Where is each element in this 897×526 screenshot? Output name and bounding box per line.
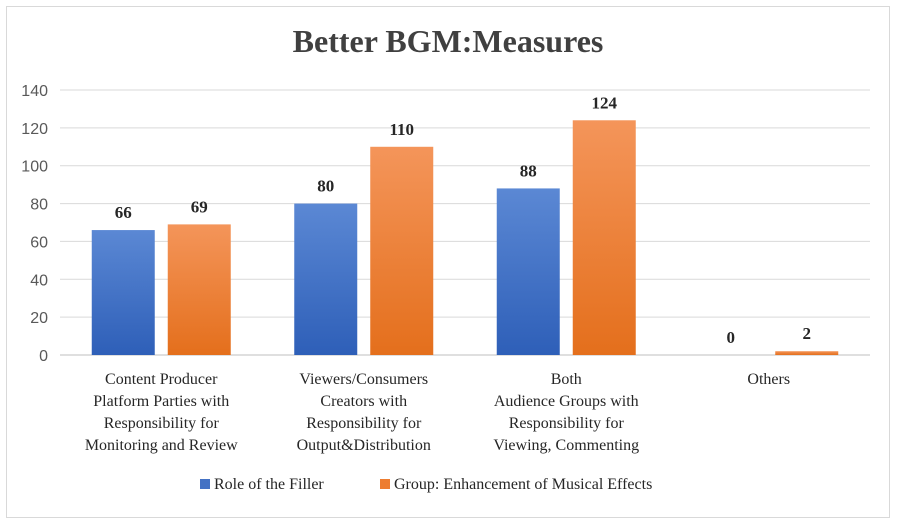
- legend-swatch: [200, 479, 210, 489]
- data-label: 2: [803, 324, 812, 343]
- category-label: Platform Parties with: [93, 393, 229, 410]
- category-label: Responsibility for: [104, 415, 220, 432]
- category-label: Viewers/Consumers: [299, 371, 428, 388]
- legend: Role of the Filler Group: Enhancement of …: [200, 476, 652, 493]
- y-tick-label: 20: [30, 310, 48, 327]
- data-labels: 66 69 80 110 88 124 0 2: [115, 93, 811, 347]
- category-label: Responsibility for: [306, 415, 422, 432]
- data-label: 88: [520, 161, 537, 180]
- data-label: 124: [592, 93, 618, 112]
- category-label: Audience Groups with: [494, 393, 639, 410]
- y-tick-label: 140: [21, 83, 48, 100]
- data-label: 0: [727, 328, 736, 347]
- y-tick-label: 40: [30, 272, 48, 289]
- data-label: 69: [191, 197, 208, 216]
- legend-swatch: [380, 479, 390, 489]
- x-axis: Content Producer Platform Parties with Res…: [85, 371, 790, 454]
- category-label: Viewing, Commenting: [493, 437, 639, 454]
- y-tick-label: 0: [39, 348, 48, 365]
- bar: [91, 230, 155, 355]
- chart-title: Better BGM:Measures: [293, 23, 604, 59]
- bar: [775, 351, 839, 355]
- bar: [370, 146, 434, 355]
- y-tick-label: 80: [30, 197, 48, 214]
- legend-label: Group: Enhancement of Musical Effects: [394, 476, 652, 493]
- bars: [91, 120, 839, 356]
- category-label: Creators with: [320, 393, 407, 410]
- y-tick-label: 100: [21, 159, 48, 176]
- bar: [572, 120, 636, 356]
- data-label: 80: [317, 177, 334, 196]
- bar: [294, 203, 358, 355]
- data-label: 110: [389, 120, 414, 139]
- bar: [167, 224, 231, 355]
- y-axis: 0 20 40 60 80 100 120 140: [21, 83, 48, 365]
- category-label: Others: [747, 371, 790, 388]
- bar: [496, 188, 560, 355]
- y-tick-label: 120: [21, 121, 48, 138]
- legend-label: Role of the Filler: [214, 476, 324, 493]
- category-label: Output&Distribution: [297, 437, 431, 454]
- category-label: Both: [551, 371, 582, 388]
- category-label: Responsibility for: [509, 415, 625, 432]
- category-label: Monitoring and Review: [85, 437, 238, 454]
- data-label: 66: [115, 203, 132, 222]
- category-label: Content Producer: [105, 371, 218, 388]
- y-tick-label: 60: [30, 234, 48, 251]
